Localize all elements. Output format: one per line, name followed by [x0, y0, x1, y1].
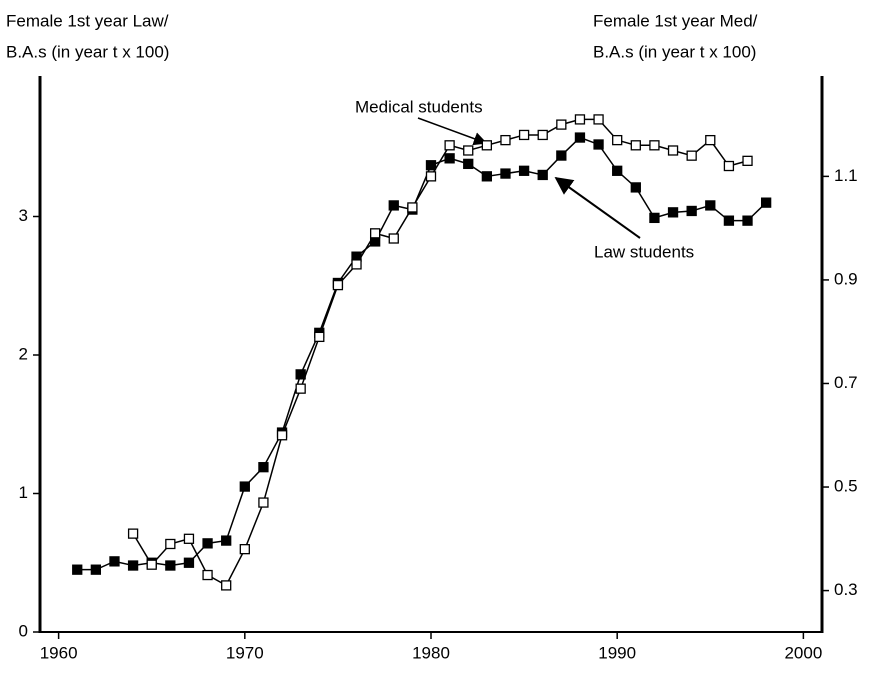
data-point [463, 158, 474, 170]
data-point [295, 369, 306, 380]
x-tick-label: 1960 [40, 643, 78, 662]
y2-tick-label: 0.3 [834, 580, 858, 599]
y-tick-label: 0 [19, 621, 28, 640]
data-point [276, 430, 288, 441]
data-point [258, 497, 269, 508]
data-point [556, 119, 567, 130]
data-point [165, 538, 176, 550]
data-point [500, 168, 511, 179]
data-point [165, 560, 176, 571]
data-point [444, 153, 455, 164]
data-point [183, 533, 195, 544]
data-point [127, 560, 139, 571]
annotation-arrow [554, 176, 641, 239]
data-point [537, 169, 548, 181]
data-point [574, 114, 586, 125]
data-point [630, 140, 641, 151]
series-line [132, 118, 748, 587]
data-point [742, 215, 753, 226]
data-point [481, 140, 493, 151]
annotation: Medical students [355, 97, 483, 116]
y2-axis-label: B.A.s (in year t x 100) [593, 42, 756, 61]
data-point [760, 197, 772, 208]
data-point [295, 383, 306, 394]
data-point [332, 279, 344, 291]
data-point [667, 145, 679, 156]
data-point [146, 559, 157, 570]
y2-tick-label: 0.9 [834, 269, 858, 288]
y2-axis-label: Female 1st year Med/ [593, 11, 758, 30]
data-point [723, 160, 735, 172]
data-point [537, 129, 548, 141]
annotation-arrow [417, 117, 488, 146]
data-point [444, 140, 455, 151]
x-tick-label: 1980 [412, 643, 450, 662]
data-point [90, 564, 102, 575]
data-point [202, 538, 213, 549]
data-point [109, 556, 120, 567]
y2-tick-label: 0.5 [834, 477, 858, 496]
y-tick-label: 3 [19, 206, 28, 225]
data-point [612, 165, 623, 176]
data-point [667, 207, 679, 218]
y-axis-label: Female 1st year Law/ [6, 11, 169, 30]
data-point [314, 331, 325, 343]
data-point [630, 182, 641, 193]
data-point [221, 535, 232, 546]
data-point [407, 202, 418, 213]
annotation: Law students [594, 242, 694, 261]
data-point [705, 200, 716, 211]
data-point [388, 200, 399, 211]
data-point [574, 132, 586, 143]
data-point [202, 569, 213, 581]
data-point [72, 564, 83, 575]
data-point [612, 134, 623, 146]
data-point [500, 134, 511, 146]
data-point [351, 259, 362, 270]
y-axis-label: B.A.s (in year t x 100) [6, 42, 169, 61]
data-point [686, 150, 697, 161]
x-tick-label: 1990 [598, 643, 636, 662]
data-point [686, 205, 697, 217]
data-point [239, 481, 250, 492]
data-point [239, 544, 250, 555]
data-point [425, 171, 437, 182]
data-point [649, 140, 660, 151]
data-point [258, 462, 269, 473]
y-tick-label: 1 [19, 483, 28, 502]
data-point [463, 145, 474, 156]
data-point [723, 215, 735, 226]
data-point [705, 134, 716, 146]
data-point [183, 557, 195, 568]
x-tick-label: 1970 [226, 643, 264, 662]
data-point [742, 155, 753, 166]
data-point [649, 212, 660, 224]
data-point [369, 228, 381, 239]
series-line [77, 136, 767, 571]
data-point [425, 160, 437, 171]
data-point [127, 528, 139, 539]
data-point [556, 150, 567, 161]
data-point [221, 580, 232, 591]
data-point [518, 129, 530, 141]
y-tick-label: 2 [19, 344, 28, 363]
data-point [593, 139, 604, 150]
data-point [593, 114, 604, 125]
data-point [518, 165, 530, 176]
data-point [481, 171, 493, 182]
data-point [388, 233, 399, 244]
x-tick-label: 2000 [784, 643, 822, 662]
y2-tick-label: 0.7 [834, 373, 858, 392]
y2-tick-label: 1.1 [834, 166, 858, 185]
